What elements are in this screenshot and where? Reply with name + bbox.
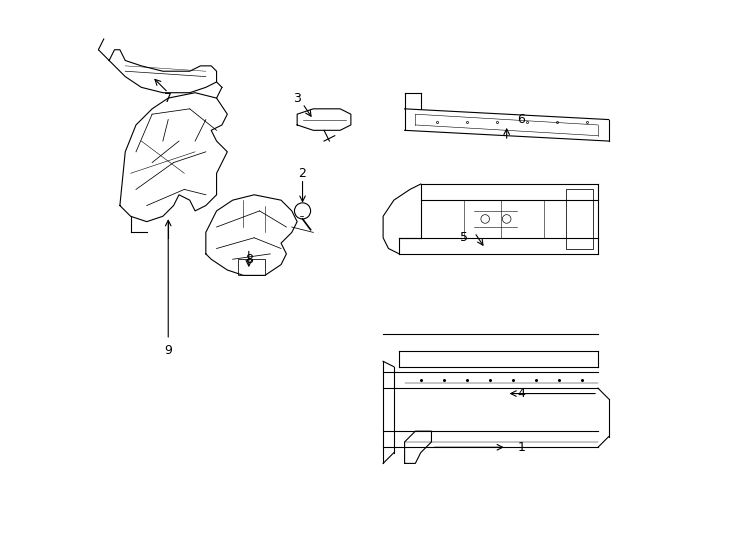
Text: 7: 7 [164,92,172,105]
Text: 5: 5 [459,231,468,244]
Text: 4: 4 [517,387,526,400]
Text: 8: 8 [245,253,252,266]
Text: 2: 2 [299,167,307,180]
Text: 1: 1 [517,441,526,454]
Text: 9: 9 [164,344,172,357]
Text: 6: 6 [517,113,526,126]
Text: 3: 3 [293,92,301,105]
